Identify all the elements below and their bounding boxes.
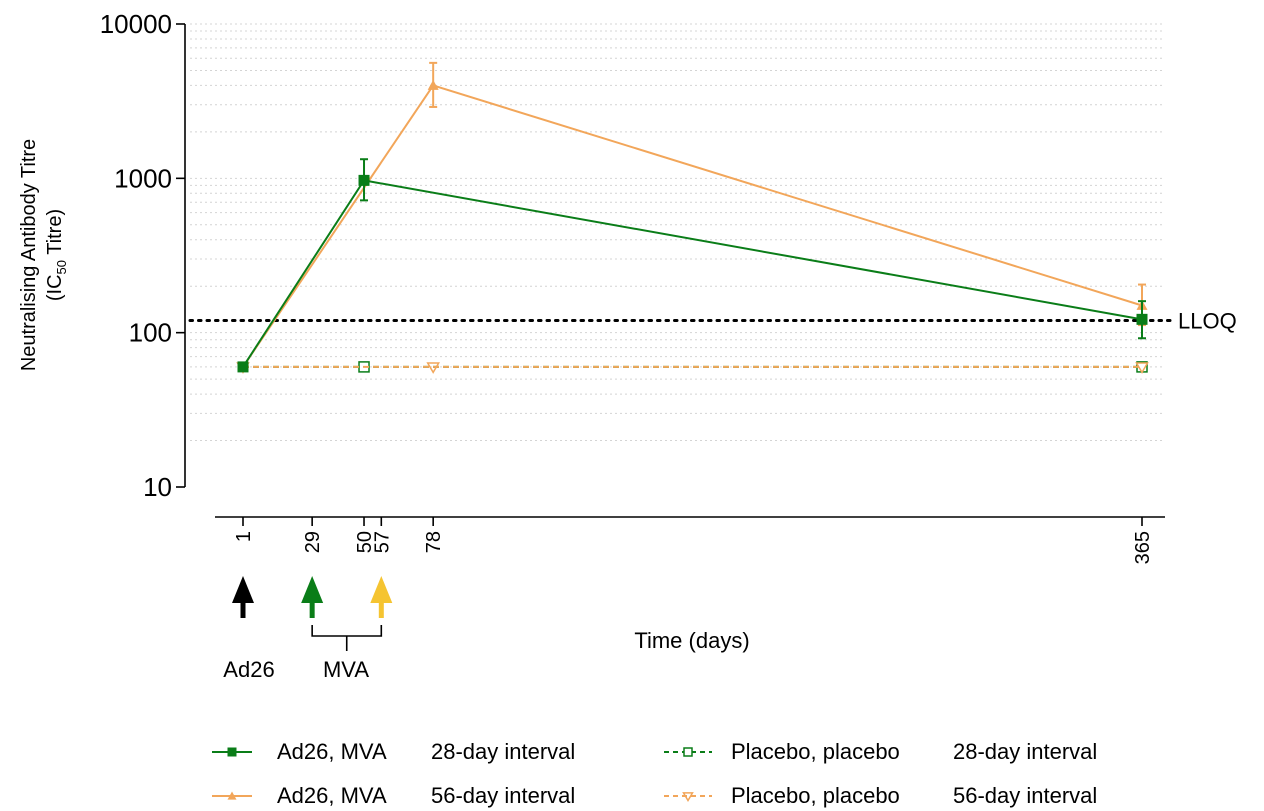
- marker-triangle-down-open: [426, 362, 440, 374]
- series-line: [242, 84, 1143, 368]
- legend-symbol-square-filled-icon: [212, 747, 252, 757]
- x-tick-label: 78: [423, 531, 445, 553]
- y-axis-title: Neutralising Antibody Titre (IC50 Titre): [18, 139, 69, 371]
- legend-label-interval: 28-day interval: [431, 739, 575, 764]
- marker-square-open: [683, 747, 693, 757]
- legend-label-interval: 56-day interval: [953, 783, 1097, 808]
- series-0: [237, 158, 1148, 373]
- ad26-label: Ad26: [223, 657, 274, 682]
- arrow-up-icon: [370, 576, 393, 618]
- x-tick-label: 57: [371, 531, 393, 553]
- legend: Ad26, MVA 28-day interval Ad26, MVA 56-d…: [212, 739, 1097, 808]
- grid-layer: [190, 23, 1165, 442]
- marker-triangle-filled: [227, 791, 237, 800]
- legend-label-interval: 28-day interval: [953, 739, 1097, 764]
- lloq-layer: LLOQ: [188, 308, 1237, 333]
- legend-symbol-square-open-icon: [664, 747, 712, 757]
- y-axis-title-line2: (IC50 Titre): [44, 209, 69, 301]
- x-tick-label: 1: [233, 531, 255, 542]
- marker-square-filled: [358, 174, 370, 186]
- legend-symbol-triangle-down-open-icon: [664, 792, 712, 802]
- arrow-shaft: [309, 598, 315, 618]
- series-3: [236, 362, 1149, 374]
- x-tick-label: 50: [354, 531, 376, 553]
- x-axis-title: Time (days): [634, 628, 749, 653]
- legend-item-placebo-28: Placebo, placebo 28-day interval: [664, 739, 1097, 764]
- arrow-head: [301, 576, 324, 603]
- arrow-head: [232, 576, 254, 603]
- marker-square-filled: [237, 361, 249, 373]
- x-tick-label: 29: [302, 531, 324, 553]
- x-tick-label: 365: [1132, 531, 1154, 564]
- legend-label-name: Ad26, MVA: [277, 783, 387, 808]
- marker-triangle-down-open: [682, 792, 694, 802]
- y-tick-label: 10000: [100, 9, 172, 39]
- marker-triangle-down-open: [1135, 362, 1149, 374]
- series-layer: [236, 61, 1149, 374]
- marker-square-filled: [1136, 313, 1148, 325]
- y-tick-label: 10: [143, 472, 172, 502]
- marker-square-filled: [227, 747, 237, 757]
- marker-triangle-filled: [427, 79, 439, 90]
- mva-bracket: [311, 625, 383, 651]
- series-1: [237, 61, 1148, 372]
- legend-item-placebo-56: Placebo, placebo 56-day interval: [664, 783, 1097, 808]
- arrow-up-icon: [232, 576, 254, 618]
- mva-label: MVA: [323, 657, 369, 682]
- arrow-shaft: [378, 598, 384, 618]
- y-axis-title-line1: Neutralising Antibody Titre: [18, 139, 40, 371]
- y-tick-label: 1000: [114, 163, 172, 193]
- arrow-shaft: [240, 598, 246, 618]
- legend-symbol-triangle-filled-icon: [212, 791, 252, 800]
- legend-label-name: Placebo, placebo: [731, 739, 900, 764]
- y-tick-label: 100: [129, 318, 172, 348]
- arrow-up-icon: [301, 576, 324, 618]
- legend-label-name: Placebo, placebo: [731, 783, 900, 808]
- legend-item-ad26-mva-56: Ad26, MVA 56-day interval: [212, 783, 575, 808]
- legend-item-ad26-mva-28: Ad26, MVA 28-day interval: [212, 739, 575, 764]
- legend-label-name: Ad26, MVA: [277, 739, 387, 764]
- legend-label-interval: 56-day interval: [431, 783, 575, 808]
- arrow-head: [370, 576, 393, 603]
- lloq-label: LLOQ: [1178, 308, 1237, 333]
- mva-bracket-path: [311, 625, 383, 651]
- series-line: [242, 179, 1143, 368]
- vaccination-arrows: [232, 576, 393, 618]
